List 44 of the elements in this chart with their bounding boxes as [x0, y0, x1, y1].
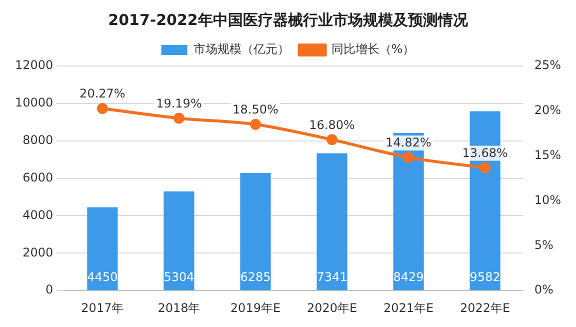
legend-label: 市场规模（亿元） — [193, 42, 290, 56]
y-tick-label: 10000 — [14, 96, 54, 110]
point — [250, 118, 261, 130]
legend-label: 同比增长（%） — [331, 42, 415, 56]
y2-tick-label: 5% — [534, 238, 554, 252]
point — [96, 102, 108, 114]
y2-tick-label: 25% — [534, 58, 561, 72]
x-tick-label: 2019年E — [230, 300, 281, 315]
data-label: 19.19% — [156, 96, 202, 110]
bar — [87, 207, 118, 290]
y-tick-label: 4000 — [22, 208, 54, 222]
x-tick-label: 2018年 — [158, 300, 200, 315]
y2-tick-label: 15% — [534, 148, 561, 162]
data-label: 13.68% — [462, 146, 508, 160]
y-tick-label: 12000 — [14, 58, 54, 72]
x-tick-label: 2017年 — [81, 300, 124, 315]
y2-tick-label: 10% — [534, 192, 561, 207]
data-label: 18.50% — [232, 102, 278, 117]
y-tick-label: 0 — [46, 282, 54, 297]
data-label: 16.80% — [309, 118, 355, 132]
x-tick-label: 2022年E — [460, 300, 510, 315]
data-label: 7341 — [316, 270, 348, 284]
point — [173, 112, 184, 124]
data-label: 8429 — [393, 270, 424, 284]
y-tick-label: 6000 — [22, 170, 54, 184]
chart-title: 2017-2022年中国医疗器械行业市场规模及预测情况 — [108, 10, 469, 29]
data-label: 9582 — [470, 270, 500, 284]
data-label: 20.27% — [80, 86, 126, 101]
data-label: 5304 — [164, 270, 194, 284]
point — [403, 152, 414, 163]
bar — [164, 191, 194, 290]
y2-tick-label: 0% — [534, 282, 554, 297]
point — [326, 134, 338, 146]
x-tick-label: 2020年E — [306, 300, 358, 315]
data-label: 6285 — [240, 270, 271, 284]
data-label: 14.82% — [386, 136, 432, 150]
data-label: 4450 — [87, 270, 118, 284]
bar — [316, 153, 348, 290]
bar — [240, 172, 271, 290]
y2-tick-label: 20% — [534, 103, 561, 118]
y-tick-label: 2000 — [22, 245, 54, 260]
x-tick-label: 2021年E — [383, 300, 434, 315]
point — [480, 162, 491, 174]
y-tick-label: 8000 — [22, 132, 54, 147]
